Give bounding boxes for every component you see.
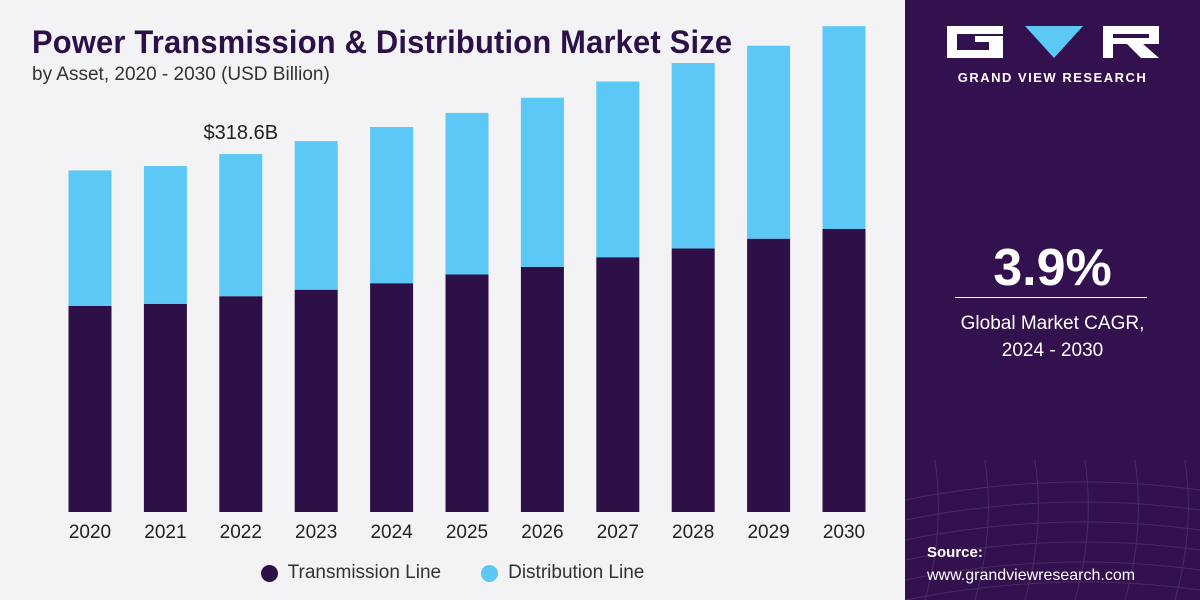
legend-swatch-distribution (481, 564, 499, 582)
bar-distribution-2023 (294, 141, 338, 290)
bar-distribution-2028 (671, 63, 715, 249)
bar-distribution-2020 (68, 170, 112, 306)
x-tick-label: 2025 (446, 522, 488, 543)
chart-title: Power Transmission & Distribution Market… (32, 24, 733, 60)
bar-distribution-2027 (596, 81, 640, 258)
legend-item-distribution: Distribution Line (481, 562, 644, 584)
cagr-value: 3.9% (993, 239, 1112, 297)
bar-transmission-2024 (370, 283, 414, 512)
x-tick-label: 2026 (521, 522, 563, 543)
bar-distribution-2025 (445, 112, 489, 275)
cagr-label-line1: Global Market CAGR, (960, 313, 1145, 334)
x-tick-label: 2020 (69, 522, 111, 543)
legend-item-transmission: Transmission Line (260, 562, 442, 584)
bar-distribution-2029 (747, 45, 791, 239)
cagr-label: Global Market CAGR, 2024 - 2030 (905, 310, 1200, 364)
bar-distribution-2022 (219, 154, 263, 297)
legend-label-distribution: Distribution Line (508, 562, 645, 583)
cagr-divider (955, 297, 1147, 298)
bar-transmission-2022 (219, 296, 263, 512)
source-link[interactable]: www.grandviewresearch.com (927, 567, 1136, 584)
bar-transmission-2030 (822, 229, 866, 512)
bar-transmission-2020 (68, 306, 112, 512)
info-sidebar: GRAND VIEW RESEARCH 3.9% Global Market C… (905, 0, 1200, 600)
bar-distribution-2024 (370, 127, 414, 284)
bar-distribution-2026 (520, 97, 564, 267)
x-tick-label: 2029 (747, 522, 789, 543)
legend-swatch-transmission (260, 564, 278, 582)
chart-subtitle: by Asset, 2020 - 2030 (USD Billion) (32, 64, 330, 85)
x-tick-label: 2024 (370, 522, 413, 543)
bar-transmission-2026 (520, 266, 564, 512)
bar-transmission-2028 (671, 248, 715, 512)
bar-transmission-2025 (445, 274, 489, 512)
bar-distribution-2021 (143, 166, 187, 304)
x-tick-label: 2027 (597, 522, 639, 543)
chart-panel: Power Transmission & Distribution Market… (0, 24, 905, 584)
x-tick-label: 2021 (144, 522, 186, 543)
x-tick-label: 2022 (220, 522, 262, 543)
bar-transmission-2021 (143, 303, 187, 512)
data-label-2022: $318.6B (204, 122, 279, 144)
brand-name: GRAND VIEW RESEARCH (957, 70, 1148, 85)
bar-distribution-2030 (822, 26, 866, 230)
bar-transmission-2029 (747, 238, 791, 512)
x-tick-label: 2028 (672, 522, 714, 543)
x-tick-label: 2023 (295, 522, 337, 543)
gvr-logo-icon (947, 26, 1159, 58)
chart-legend: Transmission Line Distribution Line (0, 562, 905, 584)
bar-transmission-2027 (596, 257, 640, 512)
x-tick-label: 2030 (823, 522, 865, 543)
cagr-label-line2: 2024 - 2030 (1001, 340, 1104, 361)
stacked-bar-chart: 2020 2021 2022 2023 2024 2025 2026 2027 2028 2029… (68, 26, 866, 543)
bar-transmission-2023 (294, 289, 338, 512)
source-title: Source: (927, 544, 983, 561)
decorative-grid-pattern (905, 460, 1200, 600)
legend-label-transmission: Transmission Line (287, 562, 442, 583)
